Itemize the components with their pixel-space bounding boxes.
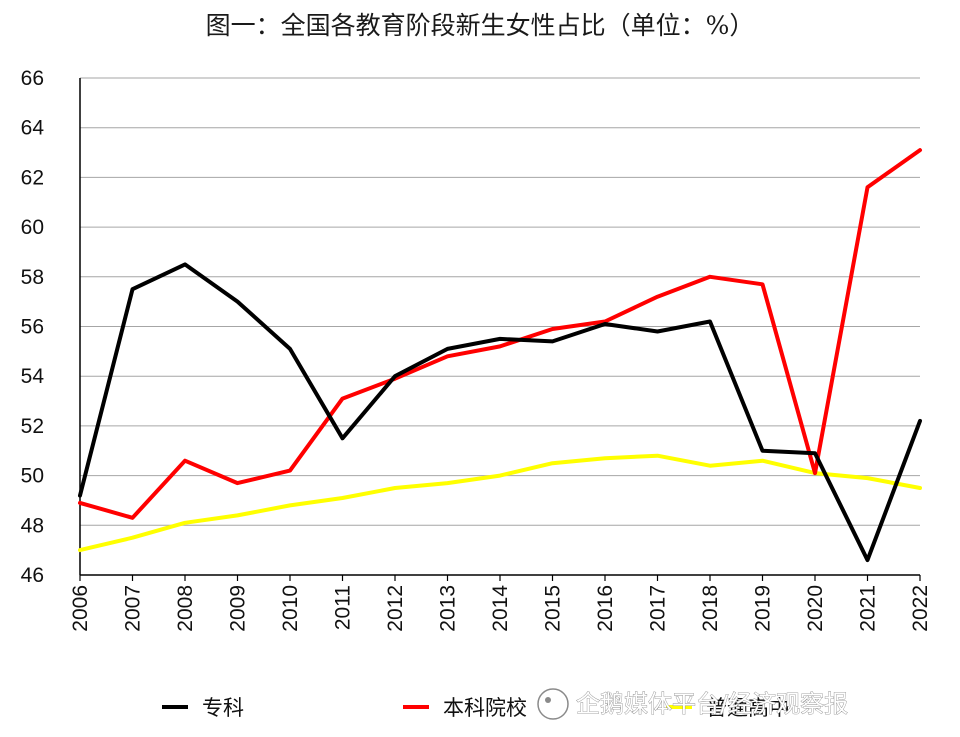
watermark-logo-icon — [537, 688, 569, 720]
x-tick-label: 2013 — [437, 585, 460, 632]
y-tick-label: 66 — [21, 67, 44, 90]
x-tick-label: 2007 — [122, 585, 145, 632]
tick-labels: 46 48 50 52 54 56 58 60 62 64 66 2006 2007 2008 2009 20… — [21, 67, 932, 632]
y-tick-label: 56 — [21, 316, 44, 339]
x-tick-label: 2018 — [699, 585, 722, 632]
x-tick-label: 2015 — [542, 585, 565, 632]
x-tick-label: 2012 — [384, 585, 407, 632]
x-tick-label: 2022 — [909, 585, 932, 632]
legend: 专科 本科院校 普通高中 — [162, 696, 790, 720]
y-tick-label: 64 — [21, 117, 45, 140]
y-tick-label: 48 — [21, 514, 44, 537]
x-tick-label: 2019 — [752, 585, 775, 632]
x-tick-label: 2014 — [489, 585, 512, 632]
x-tick-label: 2011 — [332, 585, 355, 630]
x-tick-label: 2016 — [594, 585, 617, 632]
y-tick-label: 50 — [21, 465, 44, 488]
legend-label: 普通高中 — [706, 696, 790, 720]
y-tick-label: 62 — [21, 166, 44, 189]
series-line-2 — [78, 148, 922, 520]
x-tick-label: 2020 — [804, 585, 827, 632]
watermark-logo-dot-icon — [545, 697, 551, 703]
y-tick-label: 52 — [21, 415, 44, 438]
y-tick-label: 58 — [21, 266, 44, 289]
y-tick-label: 54 — [21, 365, 45, 388]
x-tick-label: 2008 — [174, 585, 197, 632]
x-tick-label: 2009 — [227, 585, 250, 632]
legend-label: 本科院校 — [443, 696, 527, 720]
series-lines — [78, 148, 922, 563]
y-tick-label: 60 — [21, 216, 44, 239]
x-tick-label: 2021 — [857, 585, 880, 632]
gridlines — [80, 77, 920, 576]
x-tick-label: 2006 — [69, 585, 92, 632]
axes — [79, 78, 921, 581]
x-tick-label: 2017 — [647, 585, 670, 632]
x-tick-label: 2010 — [279, 585, 302, 632]
y-tick-label: 46 — [21, 564, 44, 587]
watermark-text: 企鹅媒体平台/经济观察报 — [576, 690, 848, 718]
legend-label: 专科 — [202, 696, 244, 720]
watermark: 企鹅媒体平台/经济观察报 — [537, 688, 848, 720]
chart-title: 图一：全国各教育阶段新生女性占比（单位：%） — [206, 11, 755, 40]
series-line-1 — [78, 262, 922, 563]
